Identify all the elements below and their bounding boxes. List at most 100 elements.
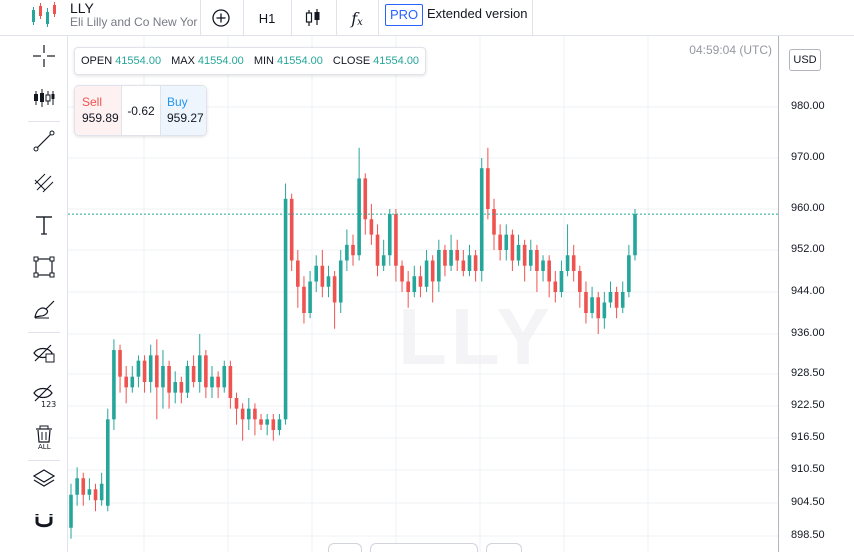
price-tick-label: 952.00	[791, 243, 825, 255]
price-tick-label: 944.00	[791, 285, 825, 297]
candle-body	[522, 244, 527, 266]
candle-body	[571, 255, 576, 271]
sell-label: Sell	[82, 95, 103, 109]
candle-body	[479, 168, 484, 271]
candle-body	[93, 489, 98, 501]
candle-body	[246, 408, 251, 420]
crosshair-icon	[33, 45, 55, 67]
price-tick-label: 910.50	[791, 463, 825, 475]
price-tick-label: 916.50	[791, 431, 825, 443]
buy-price: 959.27	[167, 111, 204, 125]
tool-divider	[28, 460, 60, 461]
indicators-icon	[34, 89, 55, 107]
candle-body	[302, 286, 306, 313]
ohlc-close: CLOSE 41554.00	[333, 55, 419, 67]
rectangle-icon	[33, 256, 55, 278]
layers-tool[interactable]	[29, 464, 59, 494]
candle-body	[124, 376, 128, 388]
trade-widget: Sell 959.89 -0.62 Buy 959.27	[74, 85, 207, 136]
candle-body	[308, 281, 312, 313]
indicators-tool[interactable]	[29, 83, 59, 113]
candle-body	[516, 244, 521, 261]
candle-body	[277, 419, 282, 430]
buy-button[interactable]: Buy 959.27	[161, 86, 206, 135]
symbol-title[interactable]: LLY	[70, 0, 94, 16]
candle-body	[265, 419, 269, 425]
toolbar-divider	[532, 0, 533, 36]
price-axis[interactable]: 980.00 970.00 960.00 952.00 944.00 936.00 928.…	[778, 36, 854, 552]
close-label: CLOSE	[332, 55, 371, 67]
hide-indicators-tool[interactable]: 123	[29, 380, 59, 410]
candle-body	[387, 214, 392, 256]
candle-body	[461, 260, 466, 271]
sell-button[interactable]: Sell 959.89	[75, 86, 121, 135]
interval-button[interactable]: H1	[258, 10, 276, 26]
candle-body	[105, 419, 110, 506]
ohlc-open: OPEN 41554.00	[81, 55, 161, 67]
candle-body	[608, 292, 613, 303]
chart-type-button[interactable]	[298, 4, 328, 32]
candle-body	[498, 234, 502, 250]
candle-body	[191, 366, 196, 382]
plus-circle-icon	[212, 9, 230, 27]
toolbar-divider	[243, 0, 244, 36]
brush-tool[interactable]	[29, 294, 59, 324]
candle-body	[259, 419, 263, 425]
candle-body	[99, 483, 104, 501]
candle-body	[210, 376, 214, 388]
toolbar-divider	[378, 0, 379, 36]
candle-body	[351, 244, 355, 256]
candle-body	[179, 382, 184, 393]
rectangle-tool[interactable]	[29, 252, 59, 282]
max-value: 41554.00	[197, 55, 244, 67]
candle-body	[314, 265, 319, 282]
bottom-tab[interactable]	[370, 543, 478, 552]
price-tick-label: 970.00	[791, 151, 825, 163]
candlestick-chart[interactable]	[68, 36, 778, 552]
candle-body	[565, 255, 570, 271]
candle-body	[627, 255, 631, 292]
candle-body	[528, 250, 533, 266]
fib-tool[interactable]	[29, 168, 59, 198]
svg-text:123: 123	[41, 400, 56, 408]
candle-body	[553, 281, 558, 292]
currency-button[interactable]: USD	[789, 49, 821, 71]
extended-version-link[interactable]: Extended version	[427, 6, 528, 21]
price-tick-label: 922.50	[791, 399, 825, 411]
open-label: OPEN	[81, 55, 113, 67]
bottom-tab[interactable]	[486, 543, 522, 552]
candle-body	[400, 265, 404, 282]
open-value: 41554.00	[115, 55, 162, 67]
bottom-tab[interactable]	[328, 543, 362, 552]
candle-body	[69, 494, 73, 528]
layers-icon	[32, 469, 56, 487]
hide-drawings-tool[interactable]	[29, 338, 59, 368]
buy-label: Buy	[167, 95, 188, 109]
candle-body	[412, 276, 417, 292]
compare-button[interactable]	[206, 4, 236, 32]
candle-body	[473, 255, 478, 271]
candle-body	[204, 355, 208, 388]
fx-subscript: x	[357, 16, 363, 28]
delete-all-tool[interactable]: ALL	[29, 422, 59, 452]
text-tool[interactable]	[29, 210, 59, 240]
candle-body	[578, 271, 582, 292]
candle-body	[486, 168, 490, 209]
magnet-tool[interactable]	[29, 506, 59, 536]
candle-body	[142, 360, 147, 382]
candle-body	[424, 260, 429, 287]
candle-body	[197, 355, 202, 382]
brush-icon	[34, 300, 55, 319]
trend-line-tool[interactable]	[29, 126, 59, 156]
crosshair-tool[interactable]	[29, 41, 59, 71]
pro-badge[interactable]: PRO	[385, 4, 424, 26]
min-label: MIN	[253, 55, 274, 67]
candle-body	[559, 271, 564, 292]
magnet-icon	[35, 514, 53, 528]
candle-body	[234, 398, 239, 409]
spread-value: -0.62	[121, 86, 161, 135]
price-tick-label: 898.50	[791, 529, 825, 541]
chart-pane[interactable]: LLY	[68, 36, 778, 552]
